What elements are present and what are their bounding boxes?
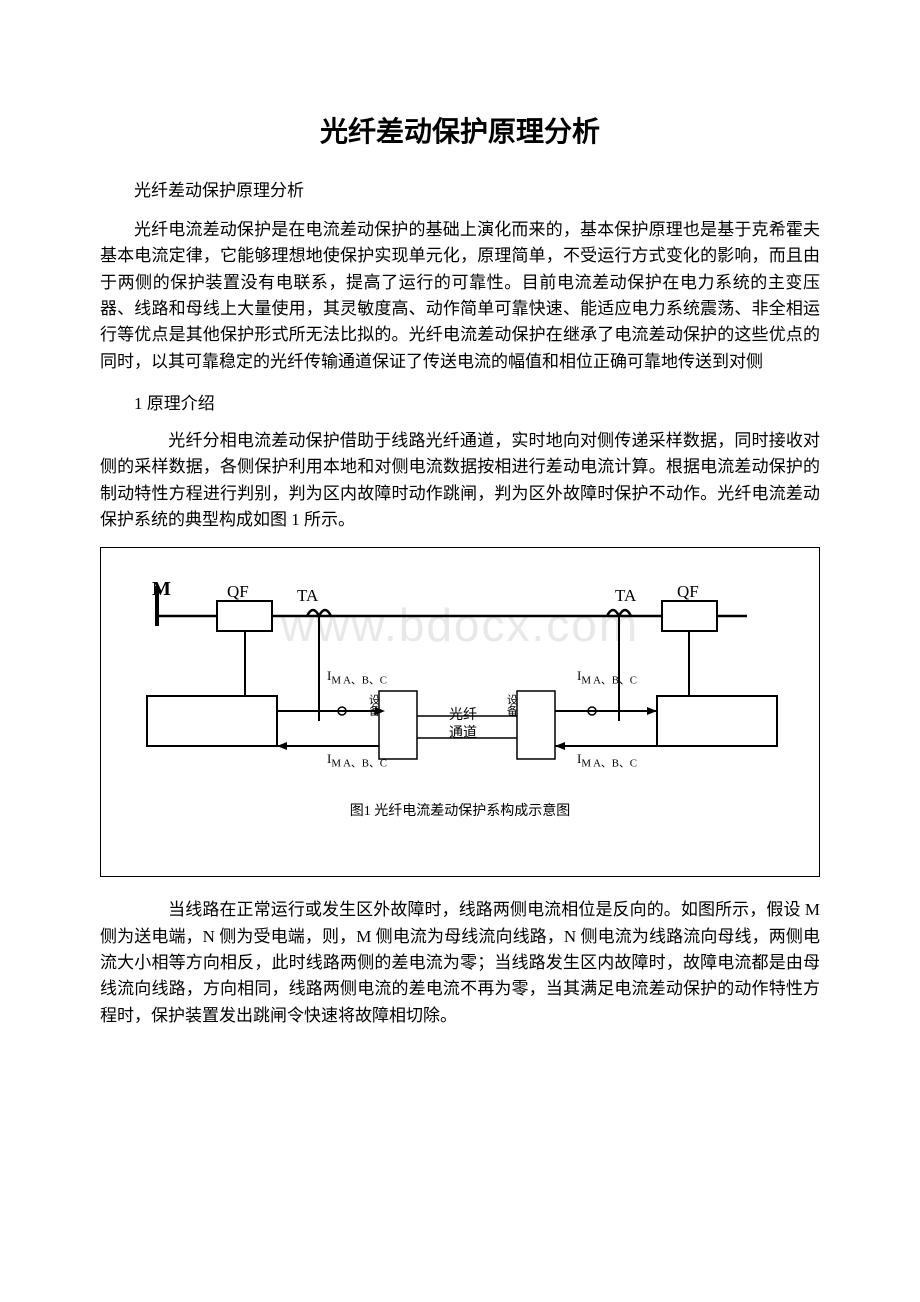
diagram: M QF TA TA QF IM A、B、C IM A、B、C IM A、B、C… [117,566,803,826]
page-title: 光纤差动保护原理分析 [100,110,820,150]
paragraph-1: 光纤电流差动保护是在电流差动保护的基础上演化而来的，基本保护原理也是基于克希霍夫… [100,217,820,375]
paragraph-3: 当线路在正常运行或发生区外故障时，线路两侧电流相位是反向的。如图所示，假设 M … [100,897,820,1029]
subtitle: 光纤差动保护原理分析 [100,176,820,201]
diagram-svg [117,566,787,796]
paragraph-2: 光纤分相电流差动保护借助于线路光纤通道，实时地向对侧传递采样数据，同时接收对侧的… [100,428,820,533]
figure-caption: 图1 光纤电流差动保护系构成示意图 [101,800,819,820]
section-heading-1: 1 原理介绍 [100,389,820,414]
figure-1: www.bdocx.com [100,547,820,877]
